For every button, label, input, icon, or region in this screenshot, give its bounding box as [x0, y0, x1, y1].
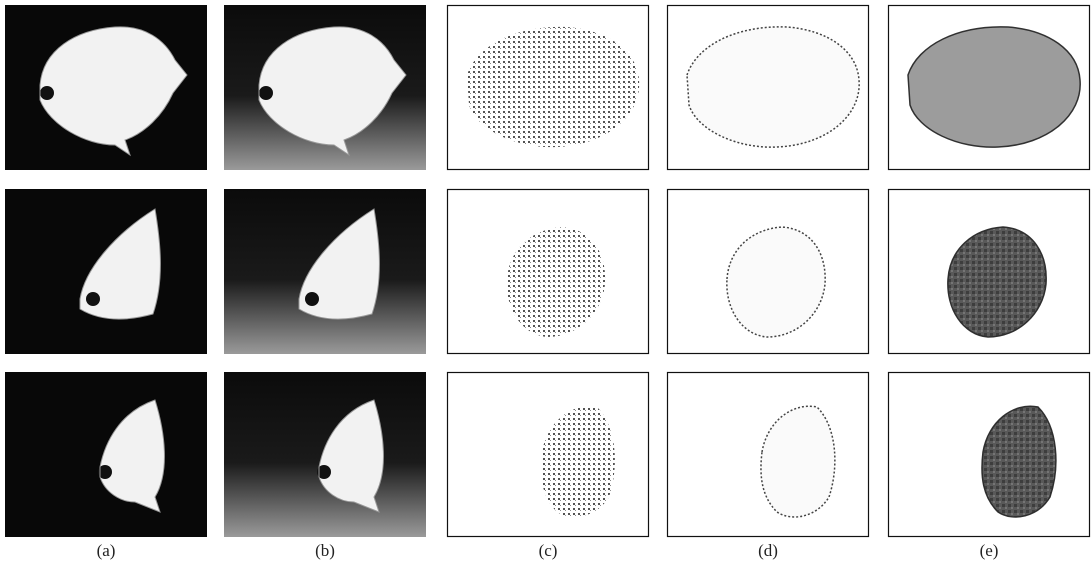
- image-panel: [668, 373, 869, 537]
- segment-outline: [687, 27, 859, 147]
- panels: [5, 5, 1090, 537]
- image-panel: [448, 373, 649, 537]
- image-panel: [224, 5, 426, 170]
- figure: (a) (b) (c) (d) (e): [0, 0, 1092, 565]
- caption: (e): [980, 541, 999, 560]
- fish-eye: [86, 292, 100, 306]
- image-panel: [5, 5, 207, 170]
- image-panel: [889, 373, 1090, 537]
- image-panel: [224, 372, 426, 537]
- image-panel: [668, 190, 869, 354]
- segment-shade: [908, 27, 1080, 147]
- image-panel: [5, 372, 207, 537]
- image-panel: [5, 189, 207, 354]
- caption: (c): [539, 541, 558, 560]
- image-panel: [448, 6, 649, 170]
- caption: (b): [315, 541, 335, 560]
- image-panel: [224, 189, 426, 354]
- caption: (a): [97, 541, 116, 560]
- segment: [467, 27, 639, 147]
- captions: (a) (b) (c) (d) (e): [97, 541, 999, 560]
- fish-eye: [305, 292, 319, 306]
- caption: (d): [758, 541, 778, 560]
- fish-eye: [259, 86, 273, 100]
- image-panel: [668, 6, 869, 170]
- fish-eye: [40, 86, 54, 100]
- image-panel: [448, 190, 649, 354]
- image-panel: [889, 190, 1090, 354]
- image-panel: [889, 6, 1090, 170]
